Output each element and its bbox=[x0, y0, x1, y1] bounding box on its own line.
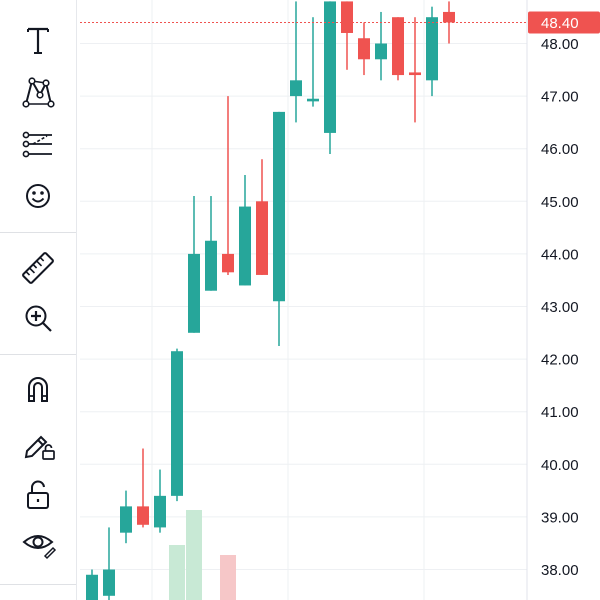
toolbar-separator bbox=[0, 232, 76, 233]
candle-down bbox=[256, 159, 268, 275]
candle-body bbox=[188, 253, 200, 333]
candle-body bbox=[137, 506, 149, 525]
candle-up bbox=[120, 490, 132, 544]
candle-body bbox=[426, 17, 438, 81]
candle-down bbox=[222, 96, 234, 275]
pattern-tool-button[interactable] bbox=[14, 70, 62, 114]
price-tick-label: 40.00 bbox=[541, 457, 579, 474]
prediction-measurement-button[interactable] bbox=[14, 122, 62, 166]
price-tick-label: 41.00 bbox=[541, 404, 579, 421]
candle-body bbox=[86, 574, 98, 600]
eye-icon bbox=[22, 535, 57, 560]
emoji-icon bbox=[26, 184, 50, 208]
magnet-icon bbox=[28, 377, 48, 402]
eye-button[interactable] bbox=[14, 520, 62, 564]
price-tick-label: 48.00 bbox=[541, 36, 579, 53]
candle-up bbox=[188, 196, 200, 333]
candle-body bbox=[409, 72, 421, 76]
text-tool-button[interactable] bbox=[14, 18, 62, 62]
volume-bar bbox=[169, 545, 185, 600]
candle-body bbox=[171, 351, 183, 496]
zoom-in-icon bbox=[25, 305, 52, 332]
price-tick-label: 45.00 bbox=[541, 194, 579, 211]
candle-body bbox=[290, 80, 302, 97]
candle-down bbox=[358, 22, 370, 76]
grid bbox=[80, 0, 527, 600]
candle-down bbox=[392, 17, 404, 81]
candle-body bbox=[222, 253, 234, 273]
candle-up bbox=[375, 11, 387, 81]
candle-body bbox=[239, 206, 251, 286]
candle-body bbox=[443, 11, 455, 23]
lock-drawings-button[interactable] bbox=[14, 420, 62, 464]
price-tick-label: 42.00 bbox=[541, 352, 579, 369]
candle-up bbox=[324, 1, 336, 154]
candle-body bbox=[120, 506, 132, 533]
volume-bar bbox=[220, 555, 236, 600]
candle-body bbox=[307, 98, 319, 102]
candle-up bbox=[307, 17, 319, 107]
candle-up bbox=[171, 348, 183, 502]
lock-drawings-icon bbox=[24, 435, 55, 460]
candle-down bbox=[409, 17, 421, 123]
lock-icon bbox=[27, 480, 49, 509]
price-tick-label: 46.00 bbox=[541, 141, 579, 158]
magnet-button[interactable] bbox=[14, 366, 62, 410]
price-tick-label: 44.00 bbox=[541, 246, 579, 263]
text-tool-icon bbox=[27, 27, 49, 54]
candle-body bbox=[103, 569, 115, 596]
volume-bar bbox=[186, 510, 202, 600]
price-tick-label: 39.00 bbox=[541, 509, 579, 526]
candle-down bbox=[137, 448, 149, 528]
price-tick-label: 43.00 bbox=[541, 299, 579, 316]
candle-up bbox=[205, 196, 217, 291]
zoom-in-button[interactable] bbox=[14, 296, 62, 340]
candle-body bbox=[273, 111, 285, 302]
toolbar-separator bbox=[0, 354, 76, 355]
candle-body bbox=[358, 38, 370, 60]
candle-body bbox=[205, 240, 217, 291]
last-price-label: 48.40 bbox=[528, 11, 600, 34]
price-tick-label: 38.00 bbox=[541, 562, 579, 579]
price-axis-ticks: 38.00 39.00 40.00 41.00 42.00 43.00 44.00 45.00… bbox=[541, 36, 579, 579]
candle-up bbox=[103, 527, 115, 600]
candle-up bbox=[273, 111, 285, 346]
candle-body bbox=[375, 43, 387, 60]
candle-up bbox=[86, 569, 98, 600]
candle-down bbox=[341, 1, 353, 70]
candle-body bbox=[341, 1, 353, 33]
last-price-label-text: 48.40 bbox=[541, 15, 579, 32]
candle-up bbox=[239, 175, 251, 286]
candles bbox=[86, 1, 455, 600]
drawing-toolbar bbox=[0, 0, 77, 600]
pattern-tool-icon bbox=[22, 77, 55, 108]
price-tick-label: 47.00 bbox=[541, 89, 579, 106]
prediction-measurement-icon bbox=[22, 131, 52, 158]
ruler-button[interactable] bbox=[14, 246, 62, 290]
toolbar-separator bbox=[0, 584, 76, 585]
candle-body bbox=[392, 17, 404, 76]
lock-button[interactable] bbox=[14, 472, 62, 516]
volume-bars bbox=[169, 510, 236, 600]
candle-up bbox=[426, 6, 438, 97]
price-axis-background bbox=[527, 0, 600, 600]
emoji-button[interactable] bbox=[14, 174, 62, 218]
ruler-icon bbox=[22, 252, 54, 284]
last-price-label-background bbox=[528, 11, 600, 34]
candle-body bbox=[324, 1, 336, 133]
candle-body bbox=[256, 201, 268, 275]
candle-up bbox=[154, 469, 166, 533]
candle-up bbox=[290, 1, 302, 123]
candle-body bbox=[154, 495, 166, 528]
